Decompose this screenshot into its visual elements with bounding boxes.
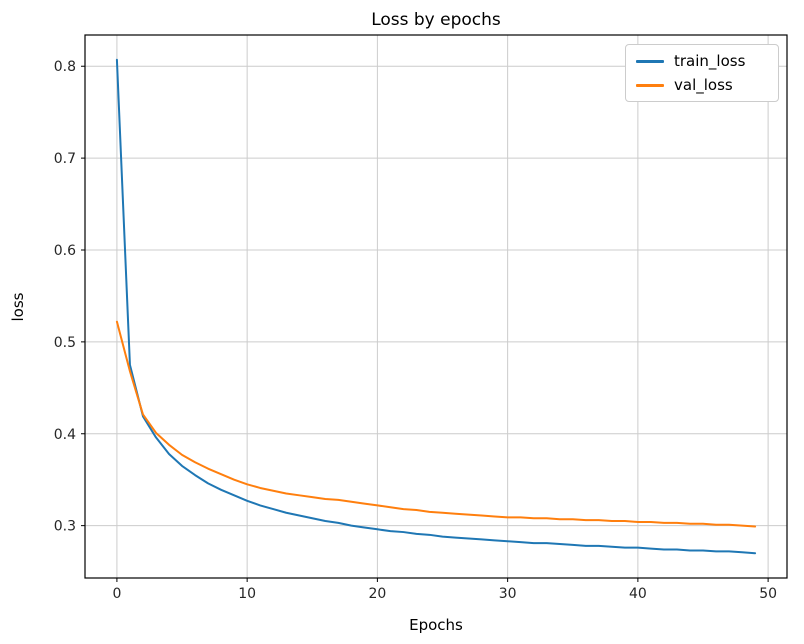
y-tick-label: 0.6 (54, 243, 76, 259)
axes-background (85, 35, 787, 578)
y-tick-label: 0.8 (54, 59, 76, 75)
x-tick-label: 10 (238, 586, 256, 602)
legend-label-train-loss: train_loss (674, 52, 746, 70)
x-tick-label: 50 (759, 586, 777, 602)
y-tick-label: 0.7 (54, 151, 76, 167)
x-tick-label: 20 (368, 586, 386, 602)
chart-title: Loss by epochs (371, 10, 501, 30)
val-loss-line-swatch (636, 83, 664, 87)
series-line-val_loss (115, 320, 757, 528)
y-tick-label: 0.5 (54, 335, 76, 351)
x-tick-label: 40 (629, 586, 647, 602)
y-axis-label: loss (9, 292, 27, 322)
x-axis-label: Epochs (409, 616, 463, 634)
legend: train_loss val_loss (625, 44, 779, 102)
y-tick-label: 0.4 (54, 427, 76, 443)
x-tick-label: 0 (112, 586, 121, 602)
axes-frame (84, 34, 788, 579)
train-loss-line-swatch (636, 59, 664, 63)
x-tick-label: 30 (499, 586, 517, 602)
legend-item-val-loss: val_loss (636, 76, 766, 94)
legend-label-val-loss: val_loss (674, 76, 733, 94)
series-line-train_loss (115, 58, 757, 555)
y-tick-label: 0.3 (54, 519, 76, 535)
legend-item-train-loss: train_loss (636, 52, 766, 70)
